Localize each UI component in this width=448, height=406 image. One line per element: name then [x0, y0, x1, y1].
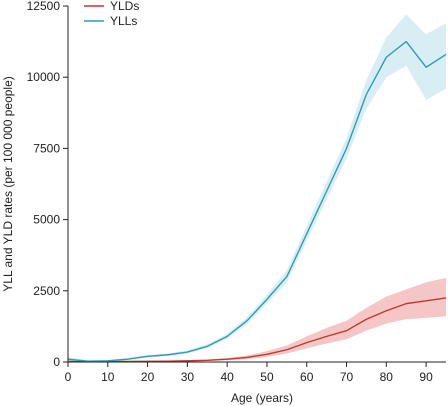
y-tick-label: 5000	[33, 213, 60, 227]
x-tick-label: 10	[101, 370, 115, 384]
y-tick-label: 2500	[33, 284, 60, 298]
band-ylls	[68, 14, 446, 362]
y-tick-label: 7500	[33, 141, 60, 155]
x-tick-label: 30	[181, 370, 195, 384]
y-tick-label: 12500	[27, 0, 61, 13]
x-tick-label: 40	[220, 370, 234, 384]
x-ticks: 0 10 20 30 40 50 60 70 80 90	[65, 362, 433, 384]
x-tick-label: 60	[300, 370, 314, 384]
line-ylds	[67, 297, 447, 363]
y-tick-label: 10000	[27, 70, 61, 84]
x-tick-label: 20	[141, 370, 155, 384]
x-tick-label: 0	[65, 370, 72, 384]
series-lines	[67, 40, 447, 363]
axes	[67, 6, 446, 363]
band-ylds	[68, 277, 446, 362]
x-tick-label: 70	[340, 370, 354, 384]
legend-label-ylls: YLLs	[110, 14, 137, 28]
y-axis-title: YLL and YLD rates (per 100 000 people)	[1, 76, 15, 291]
confidence-bands	[68, 14, 446, 362]
x-tick-label: 50	[260, 370, 274, 384]
x-tick-label: 90	[419, 370, 433, 384]
line-ylls	[67, 40, 447, 362]
x-axis-title: Age (years)	[231, 391, 293, 405]
legend-label-ylds: YLDs	[110, 0, 139, 13]
x-tick-label: 80	[380, 370, 394, 384]
y-tick-label: 0	[53, 355, 60, 369]
y-ticks: 0 2500 5000 7500 10000 12500	[27, 0, 68, 369]
